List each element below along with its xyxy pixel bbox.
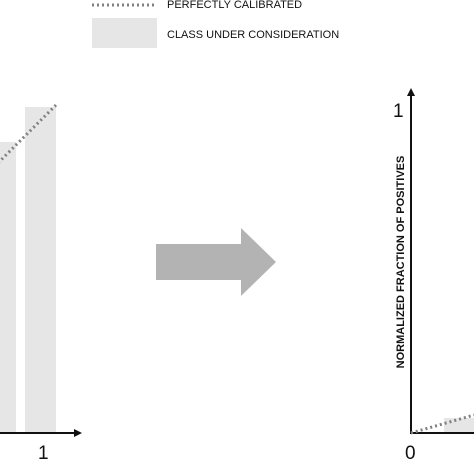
right-arrow-icon: [156, 228, 276, 296]
legend: PERFECTLY CALIBRATED CLASS UNDER CONSIDE…: [92, 0, 339, 48]
left-panel: 1: [0, 101, 82, 464]
legend-gray-bar-swatch: [92, 18, 157, 48]
right-y-tick-label-1: 1: [393, 101, 404, 122]
legend-perfectly-calibrated-label: PERFECTLY CALIBRATED: [167, 0, 302, 11]
right-panel: 1 0 NORMALIZED FRACTION OF POSITIVES: [393, 88, 474, 464]
left-histogram-bar-1: [0, 142, 16, 433]
left-x-tick-label-1: 1: [38, 443, 49, 464]
left-diagonal-calibration-line: [0, 101, 60, 164]
right-histogram-bar-1: [444, 418, 474, 433]
legend-class-under-consideration-label: CLASS UNDER CONSIDERATION: [167, 29, 339, 41]
left-histogram-bar-2: [25, 107, 56, 433]
right-x-tick-label-0: 0: [405, 443, 416, 464]
right-diagonal-calibration-line: [410, 413, 474, 435]
right-y-axis-label: NORMALIZED FRACTION OF POSITIVES: [395, 156, 407, 369]
